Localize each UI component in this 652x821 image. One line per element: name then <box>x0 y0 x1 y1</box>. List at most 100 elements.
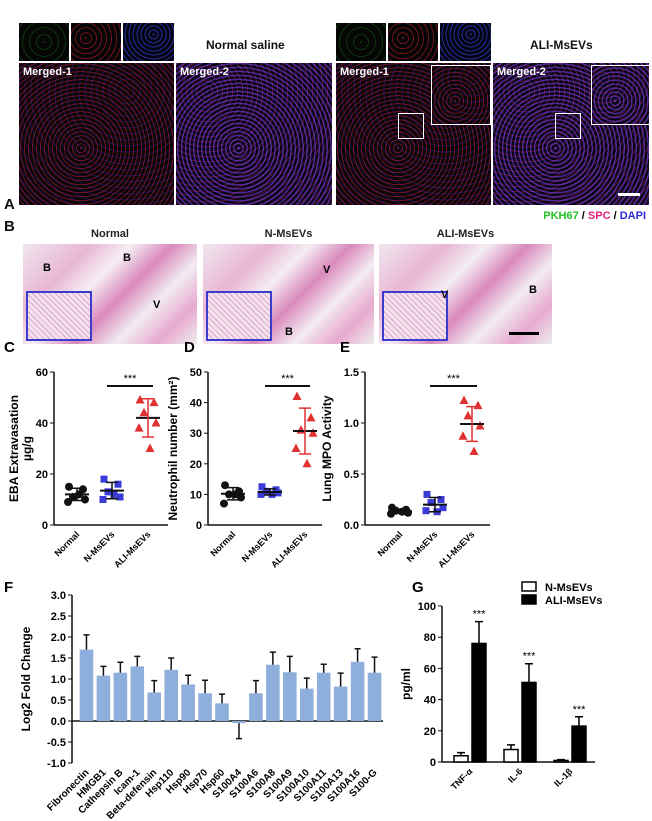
thumb-pkh67-normal <box>18 22 70 62</box>
image-ali-merged-1: Merged-1 <box>335 62 492 206</box>
error-bar <box>507 744 515 750</box>
data-point <box>291 443 301 452</box>
y-tick-label: 40 <box>424 695 436 707</box>
error-bar <box>185 674 192 685</box>
significance-label: *** <box>573 704 587 716</box>
x-tick-label: IL-6 <box>506 766 524 784</box>
legend-spc: SPC <box>587 210 611 222</box>
x-tick-label: Normal <box>375 529 404 558</box>
data-point <box>116 493 124 501</box>
error-bar <box>134 655 141 667</box>
data-point <box>306 412 316 422</box>
data-point <box>463 410 473 420</box>
sd-error-bar <box>142 398 154 438</box>
histo-title-n-msevs: N-MsEVs <box>264 228 313 240</box>
sd-error-bar <box>394 508 406 515</box>
y-tick-label: 0 <box>196 520 202 532</box>
zoom-region-box <box>398 113 424 139</box>
y-axis-title: EBA Extravasation <box>7 395 21 502</box>
error-bar <box>525 662 533 683</box>
chart-d: D 0 10 20 30 40 50 Neutrophil number (mm²) Norma… <box>166 339 322 570</box>
y-tick-label: 2.5 <box>51 611 66 623</box>
thumb-pkh67-ali <box>335 22 387 62</box>
error-bar <box>83 634 90 650</box>
error-bar <box>269 651 276 665</box>
x-tick-label: N-MsEVs <box>405 529 440 564</box>
y-tick-label: 0 <box>42 520 48 532</box>
histology-ali-msevs: V B <box>378 243 553 345</box>
legend-sep: / <box>578 210 588 222</box>
error-bar <box>354 648 361 662</box>
legend-label: N-MsEVs <box>545 582 593 594</box>
sd-error-bar <box>299 407 311 455</box>
scale-bar <box>618 193 640 196</box>
y-tick-label: 100 <box>418 601 436 613</box>
panel-label-b: B <box>4 218 15 235</box>
chart-g: G 0 20 40 60 80 100 pg/ml TNF-α IL-6 IL-1β *** *** **… <box>399 579 602 792</box>
significance-label: *** <box>281 373 295 385</box>
bar <box>130 666 145 721</box>
bar <box>147 692 162 721</box>
data-point <box>302 458 312 468</box>
y-axis-title: pg/ml <box>399 668 413 700</box>
bar <box>350 661 365 721</box>
data-point <box>151 418 161 427</box>
y-axis-title: Log2 Fold Change <box>19 626 33 731</box>
legend-swatch <box>521 594 537 605</box>
bar-n-msevs <box>453 755 469 763</box>
label-vessel: V <box>153 299 161 311</box>
error-bar <box>252 679 259 694</box>
label-vessel: V <box>323 264 331 276</box>
y-tick-label: 0 <box>430 757 436 769</box>
y-tick-label: 80 <box>424 632 436 644</box>
y-tick-label: 60 <box>424 663 436 675</box>
bar <box>181 684 195 721</box>
error-bar <box>202 679 209 694</box>
data-point <box>100 475 108 483</box>
data-point <box>104 488 112 496</box>
channel-legend: PKH67 / SPC / DAPI <box>543 210 646 222</box>
data-point <box>149 397 159 407</box>
bar <box>299 688 314 721</box>
error-bar <box>100 665 107 676</box>
zoom-inset <box>591 65 649 125</box>
legend-pkh67: PKH67 <box>543 210 579 222</box>
error-bar <box>575 716 583 727</box>
sd-error-bar <box>264 488 276 496</box>
y-tick-label: -1.0 <box>47 758 66 770</box>
data-point <box>458 431 468 440</box>
bar-ali-msevs <box>521 681 537 763</box>
x-tick-label: N-MsEVs <box>240 529 275 564</box>
significance-label: *** <box>523 651 537 663</box>
data-point <box>135 395 145 404</box>
sd-error-bar <box>227 486 239 501</box>
label-bronchus: B <box>529 284 537 296</box>
data-point <box>423 490 431 498</box>
y-axis-title: Neutrophil number (mm²) <box>166 377 180 521</box>
y-tick-label: 1.5 <box>51 653 66 665</box>
panel-label-e: E <box>340 339 350 356</box>
y-tick-label: 1.5 <box>344 367 359 379</box>
zoom-inset <box>431 65 491 125</box>
image-ali-merged-2: Merged-2 <box>492 62 650 206</box>
legend-dapi: DAPI <box>619 210 646 222</box>
bar <box>198 693 212 721</box>
data-point <box>257 490 265 498</box>
label-bronchus: B <box>285 326 293 338</box>
bar <box>316 672 331 721</box>
y-axis-title: Lung MPO Activity <box>320 395 334 502</box>
bar <box>232 721 246 724</box>
error-bar <box>151 679 158 693</box>
overview-inset <box>206 291 272 341</box>
bar-ali-msevs <box>571 725 587 763</box>
data-point <box>437 496 445 503</box>
chart-f: F -1.0 -0.5 0.0 0.5 1.0 1.5 2.0 2.5 3.0 Log2 Fold … <box>4 579 383 821</box>
histology-normal: B B V <box>22 243 198 345</box>
bar <box>79 649 94 721</box>
sd-error-bar <box>106 481 118 500</box>
overview-inset <box>382 291 448 341</box>
zoom-region-box <box>555 113 581 139</box>
bar <box>113 672 128 721</box>
